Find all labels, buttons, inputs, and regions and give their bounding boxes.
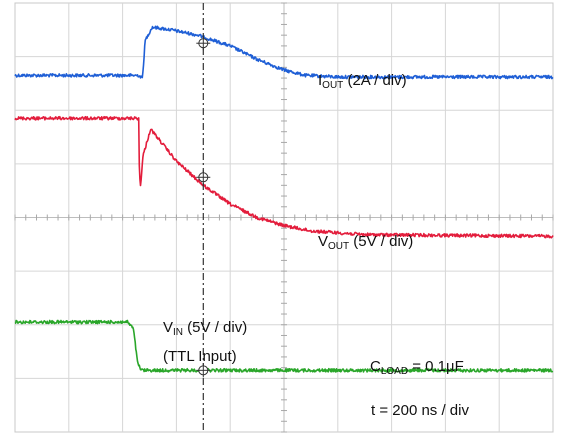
cursor-marker-vin — [196, 363, 211, 378]
graticule-grid — [14, 2, 554, 433]
trace-v-in — [14, 319, 554, 373]
cursor-marker-vout — [196, 170, 211, 185]
vin-note: (TTL Input) — [163, 348, 237, 365]
cload-label: CLOAD = 0.1µF — [370, 358, 464, 377]
waveform-traces — [14, 25, 554, 373]
trace-i-out — [14, 25, 554, 80]
cursor-marker-iout — [196, 36, 211, 51]
iout-label: IOUT (2A / div) — [318, 72, 407, 91]
vout-label: VOUT (5V / div) — [318, 233, 413, 252]
vin-label: VIN (5V / div) — [163, 319, 247, 338]
time-cursor — [196, 3, 211, 432]
trace-v-out — [14, 115, 554, 239]
timebase-label: t = 200 ns / div — [371, 402, 469, 419]
